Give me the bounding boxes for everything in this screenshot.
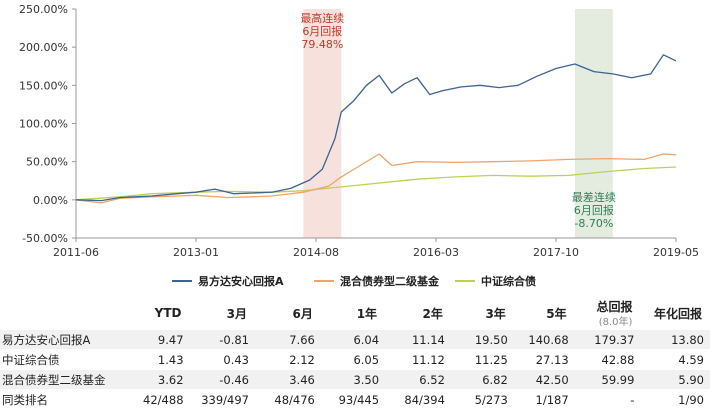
cell: 13.80	[640, 329, 710, 350]
row-label: 混合债券型二级基金	[0, 369, 134, 390]
highlight-band	[303, 9, 342, 238]
cell: 339/497	[189, 389, 255, 409]
table-header-sub: (8.0年)	[598, 317, 633, 328]
highlight-label: 6月回报	[302, 24, 342, 38]
performance-table: YTD 3月 6月 1年 2年 3年 5年 总回报 (8.0年) 年化回报 易方…	[0, 297, 710, 409]
table-header-row: YTD 3月 6月 1年 2年 3年 5年 总回报 (8.0年) 年化回报	[0, 297, 710, 330]
table-header: 1年	[320, 297, 386, 330]
table-row: 易方达安心回报A 9.47 -0.81 7.66 6.04 11.14 19.5…	[0, 329, 710, 350]
legend-label: 中证综合债	[481, 275, 536, 288]
highlight-band	[574, 9, 613, 238]
table-header: 总回报	[596, 300, 633, 314]
cell: 3.46	[255, 369, 321, 390]
cell: 11.12	[385, 349, 451, 370]
performance-chart: -50.00% 0.00% 50.00% 100.00% 150.00% 200.00% 2…	[19, 3, 699, 259]
y-tick-label: 200.00%	[19, 41, 68, 54]
x-tick-label: 2011-06	[53, 246, 99, 259]
cell: 42.88	[574, 349, 641, 370]
y-tick-label: 100.00%	[19, 118, 68, 131]
legend-item-category[interactable]: 混合债券型二级基金	[314, 273, 439, 289]
table-header: 5年	[513, 297, 575, 330]
cell: 179.37	[574, 329, 641, 350]
table-header-total: 总回报 (8.0年)	[574, 297, 641, 330]
legend-swatch	[314, 280, 334, 282]
cell: 93/445	[320, 389, 386, 409]
cell: -0.81	[189, 329, 255, 350]
row-label: 易方达安心回报A	[0, 329, 134, 350]
cell: 42/488	[133, 389, 190, 409]
cell: 48/476	[255, 389, 321, 409]
cell: 0.43	[189, 349, 255, 370]
series-line	[75, 54, 677, 202]
highlight-label: 最高连续	[300, 11, 344, 25]
table-row: 中证综合债 1.43 0.43 2.12 6.05 11.12 11.25 27…	[0, 349, 710, 370]
cell: -	[574, 389, 641, 409]
legend-label: 混合债券型二级基金	[340, 275, 439, 288]
cell: 7.66	[255, 329, 321, 350]
legend-item-index[interactable]: 中证综合债	[455, 273, 536, 289]
x-tick-label: 2017-10	[533, 246, 579, 259]
x-tick-label: 2016-03	[413, 246, 459, 259]
y-tick-label: 0.00%	[33, 194, 68, 207]
cell: 140.68	[513, 329, 575, 350]
table-header: 6月	[255, 297, 321, 330]
legend-swatch	[455, 280, 475, 282]
y-tick-label: 50.00%	[26, 156, 68, 169]
cell: 1.43	[133, 349, 190, 370]
table-header: 3年	[450, 297, 514, 330]
table-header-blank	[0, 297, 134, 330]
cell: 59.99	[574, 369, 641, 390]
cell: 42.50	[513, 369, 575, 390]
x-tick-label: 2019-05	[653, 246, 699, 259]
axes: -50.00% 0.00% 50.00% 100.00% 150.00% 200.00% 2…	[19, 3, 699, 259]
table-header: 2年	[385, 297, 451, 330]
cell: 11.25	[450, 349, 514, 370]
cell: 9.47	[133, 329, 190, 350]
highlight-label: 6月回报	[574, 203, 614, 217]
table-header: 3月	[189, 297, 255, 330]
cell: 6.52	[385, 369, 451, 390]
series-line	[75, 153, 677, 204]
table-row: 同类排名 42/488 339/497 48/476 93/445 84/394…	[0, 389, 710, 409]
chart-legend: 易方达安心回报A 混合债券型二级基金 中证综合债	[0, 269, 710, 289]
y-tick-label: 150.00%	[19, 79, 68, 92]
cell: 84/394	[385, 389, 451, 409]
cell: 6.04	[320, 329, 386, 350]
highlight-label: 79.48%	[301, 38, 343, 51]
legend-swatch	[172, 280, 192, 282]
y-tick-label: 250.00%	[19, 3, 68, 16]
cell: 11.14	[385, 329, 451, 350]
legend-item-fund[interactable]: 易方达安心回报A	[172, 273, 284, 289]
highlight-bands	[303, 9, 613, 238]
series-lines	[75, 54, 677, 204]
x-tick-label: 2013-01	[173, 246, 219, 259]
cell: -0.46	[189, 369, 255, 390]
cell: 5.90	[640, 369, 710, 390]
highlight-label: 最差连续	[572, 190, 616, 204]
cell: 6.05	[320, 349, 386, 370]
table-header: YTD	[133, 297, 190, 330]
cell: 5/273	[450, 389, 514, 409]
cell: 1/187	[513, 389, 575, 409]
cell: 1/90	[640, 389, 710, 409]
cell: 6.82	[450, 369, 514, 390]
row-label: 中证综合债	[0, 349, 134, 370]
series-line	[75, 166, 677, 201]
x-tick-label: 2014-08	[293, 246, 339, 259]
cell: 3.62	[133, 369, 190, 390]
table-header: 年化回报	[640, 297, 710, 330]
cell: 2.12	[255, 349, 321, 370]
cell: 4.59	[640, 349, 710, 370]
legend-label: 易方达安心回报A	[198, 275, 284, 288]
y-tick-label: -50.00%	[22, 232, 68, 245]
cell: 19.50	[450, 329, 514, 350]
cell: 27.13	[513, 349, 575, 370]
cell: 3.50	[320, 369, 386, 390]
highlight-label: -8.70%	[574, 217, 613, 230]
table-row: 混合债券型二级基金 3.62 -0.46 3.46 3.50 6.52 6.82…	[0, 369, 710, 390]
row-label: 同类排名	[0, 389, 134, 409]
